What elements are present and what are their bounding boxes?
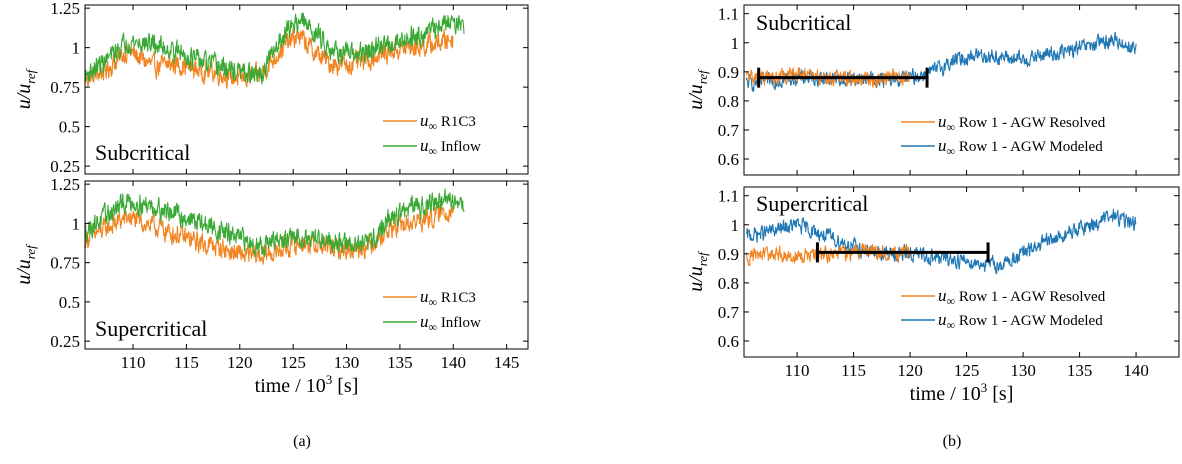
y-tick-label: 0.6 (718, 332, 739, 351)
y-tick-label: 1 (72, 214, 81, 233)
x-tick-label: 145 (494, 353, 520, 372)
legend-entry: u∞ Row 1 - AGW Resolved (938, 286, 1106, 308)
y-tick-label: 0.9 (718, 63, 739, 82)
y-tick-label: 1 (731, 34, 740, 53)
legend-entry: u∞ Row 1 - AGW Modeled (938, 136, 1103, 158)
caption-a: (a) (293, 433, 311, 450)
x-tick-label: 115 (841, 361, 866, 380)
series-line-green (85, 188, 465, 258)
y-axis-label: u/uref (685, 68, 710, 110)
subplot-b-bottom: 0.6 0.7 0.8 0.9 1 1.1 110 115 120 125 130 135 140 u/u… (685, 186, 1180, 405)
axes-frame (84, 4, 529, 175)
x-tick-label: 140 (441, 353, 467, 372)
regime-annotation: Supercritical (756, 191, 868, 216)
legend-entry: u∞ Inflow (420, 312, 481, 334)
y-tick-label: 0.25 (50, 157, 80, 176)
y-tick-label: 0.5 (59, 118, 80, 137)
x-tick-label: 125 (280, 353, 306, 372)
x-tick-label: 135 (1067, 361, 1093, 380)
y-tick-label: 0.75 (50, 254, 80, 273)
regime-annotation: Subcritical (756, 10, 851, 35)
series-group (745, 31, 1137, 92)
x-tick-label: 120 (897, 361, 923, 380)
y-tick-label: 0.7 (718, 303, 740, 322)
subplot-b-top: 0.6 0.7 0.8 0.9 1 1.1 u/uref Subcritical u∞ Row … (685, 4, 1180, 176)
series-group (85, 12, 465, 89)
plot-area: 0.25 0.5 0.75 1 1.25 u/uref Subcritical u∞ R1C3… (13, 0, 1180, 405)
x-tick-label: 115 (174, 353, 199, 372)
axes-frame (743, 4, 1180, 176)
series-line-orange (745, 243, 911, 267)
y-axis-label: u/uref (685, 250, 710, 292)
y-tick-label: 1 (72, 39, 81, 58)
x-tick-label: 110 (785, 361, 810, 380)
y-tick-label: 1.1 (718, 187, 739, 206)
axes-frame (84, 180, 529, 350)
x-axis-label: time / 103 [s] (255, 372, 359, 397)
y-axis-label: u/uref (13, 67, 38, 109)
series-line-blue (745, 31, 1137, 92)
x-tick-label: 135 (387, 353, 413, 372)
series-group (85, 188, 465, 265)
series-line-blue (745, 209, 1137, 275)
x-tick-label: 130 (1010, 361, 1036, 380)
legend-entry: u∞ R1C3 (420, 287, 476, 309)
series-line-orange (85, 202, 454, 265)
y-tick-label: 0.8 (718, 92, 739, 111)
averaging-window-bar (757, 67, 929, 88)
x-tick-label: 130 (334, 353, 360, 372)
x-tick-label: 125 (954, 361, 980, 380)
series-group (745, 209, 1137, 275)
averaging-window-bar (815, 242, 990, 263)
y-axis-label: u/uref (13, 243, 38, 285)
y-tick-label: 0.7 (718, 121, 740, 140)
x-tick-label: 120 (227, 353, 253, 372)
y-tick-label: 0.9 (718, 245, 739, 264)
x-axis-label: time / 103 [s] (910, 380, 1014, 405)
x-tick-label: 140 (1123, 361, 1149, 380)
y-tick-label: 1 (731, 216, 740, 235)
subplot-a-top: 0.25 0.5 0.75 1 1.25 u/uref Subcritical u∞ R1C3… (13, 0, 529, 176)
y-tick-label: 0.5 (59, 293, 80, 312)
legend: u∞ R1C3 u∞ Inflow (383, 111, 481, 158)
y-tick-label: 0.8 (718, 274, 739, 293)
y-tick-label: 0.75 (50, 78, 80, 97)
y-tick-label: 0.25 (50, 332, 80, 351)
legend: u∞ R1C3 u∞ Inflow (383, 287, 481, 334)
regime-annotation: Subcritical (95, 140, 190, 165)
x-tick-label: 110 (121, 353, 146, 372)
series-line-green (85, 12, 465, 85)
legend-entry: u∞ Row 1 - AGW Resolved (938, 112, 1106, 134)
axes-frame (743, 186, 1180, 358)
y-tick-label: 1.25 (50, 0, 80, 18)
y-tick-label: 1.1 (718, 5, 739, 24)
legend-entry: u∞ Inflow (420, 136, 481, 158)
regime-annotation: Supercritical (95, 316, 207, 341)
legend-entry: u∞ Row 1 - AGW Modeled (938, 310, 1103, 332)
legend-entry: u∞ R1C3 (420, 111, 476, 133)
subplot-a-bottom: 0.25 0.5 0.75 1 1.25 110 115 120 125 130 135 140 145… (13, 175, 529, 397)
y-tick-label: 1.25 (50, 175, 80, 194)
caption-b: (b) (943, 433, 962, 450)
y-tick-label: 0.6 (718, 150, 739, 169)
